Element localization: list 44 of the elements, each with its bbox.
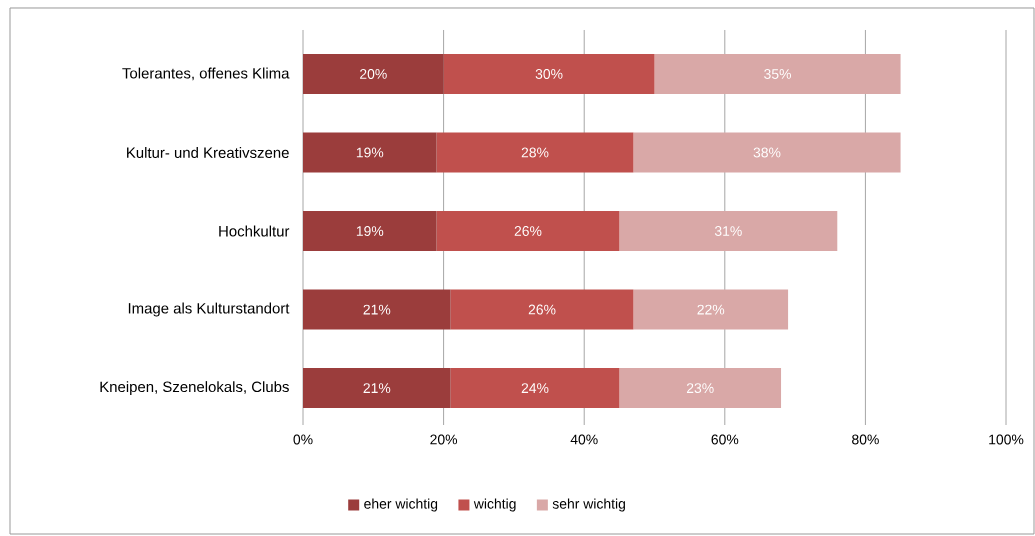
legend-label: sehr wichtig xyxy=(552,498,625,512)
legend-label: eher wichtig xyxy=(364,498,438,512)
data-label: 21% xyxy=(363,383,391,393)
x-tick-label: 100% xyxy=(989,434,1024,445)
data-label: 35% xyxy=(764,69,791,79)
y-tick-label: Image als Kulturstandort xyxy=(128,302,290,317)
data-label: 26% xyxy=(514,226,542,236)
data-label: 22% xyxy=(697,304,725,315)
bar xyxy=(436,132,634,173)
bar xyxy=(619,211,838,252)
x-tick-label: 80% xyxy=(852,434,879,445)
bar xyxy=(303,211,437,252)
data-label: 31% xyxy=(714,226,742,236)
y-tick-label: Tolerantes, offenes Klima xyxy=(122,67,290,81)
legend-label: wichtig xyxy=(473,498,516,512)
bar xyxy=(633,132,901,173)
x-tick-label: 60% xyxy=(711,434,739,445)
bar xyxy=(619,368,782,409)
x-tick-label: 40% xyxy=(570,434,598,445)
x-tick-label: 0% xyxy=(293,434,313,445)
data-label: 38% xyxy=(753,147,781,158)
data-label: 20% xyxy=(360,69,387,79)
bar xyxy=(436,211,620,252)
bar xyxy=(450,289,634,330)
data-label: 30% xyxy=(535,69,563,79)
data-label: 19% xyxy=(356,147,384,158)
bar xyxy=(443,53,655,94)
y-tick-label: Hochkultur xyxy=(219,225,290,237)
bar xyxy=(654,53,901,94)
y-tick-label: Kneipen, Szenelokals, Clubs xyxy=(100,381,289,396)
bar xyxy=(303,132,437,173)
bar xyxy=(633,289,789,330)
data-label: 28% xyxy=(521,147,549,158)
data-label: 26% xyxy=(528,304,556,315)
bar xyxy=(303,53,444,94)
data-label: 23% xyxy=(686,383,714,394)
data-label: 24% xyxy=(521,383,549,393)
x-tick-label: 20% xyxy=(430,434,458,445)
y-tick-label: Kultur- und Kreativszene xyxy=(127,147,289,158)
data-label: 19% xyxy=(356,226,384,236)
data-label: 21% xyxy=(363,304,391,315)
bar xyxy=(303,368,451,409)
bar xyxy=(303,289,451,330)
bar xyxy=(450,368,620,409)
